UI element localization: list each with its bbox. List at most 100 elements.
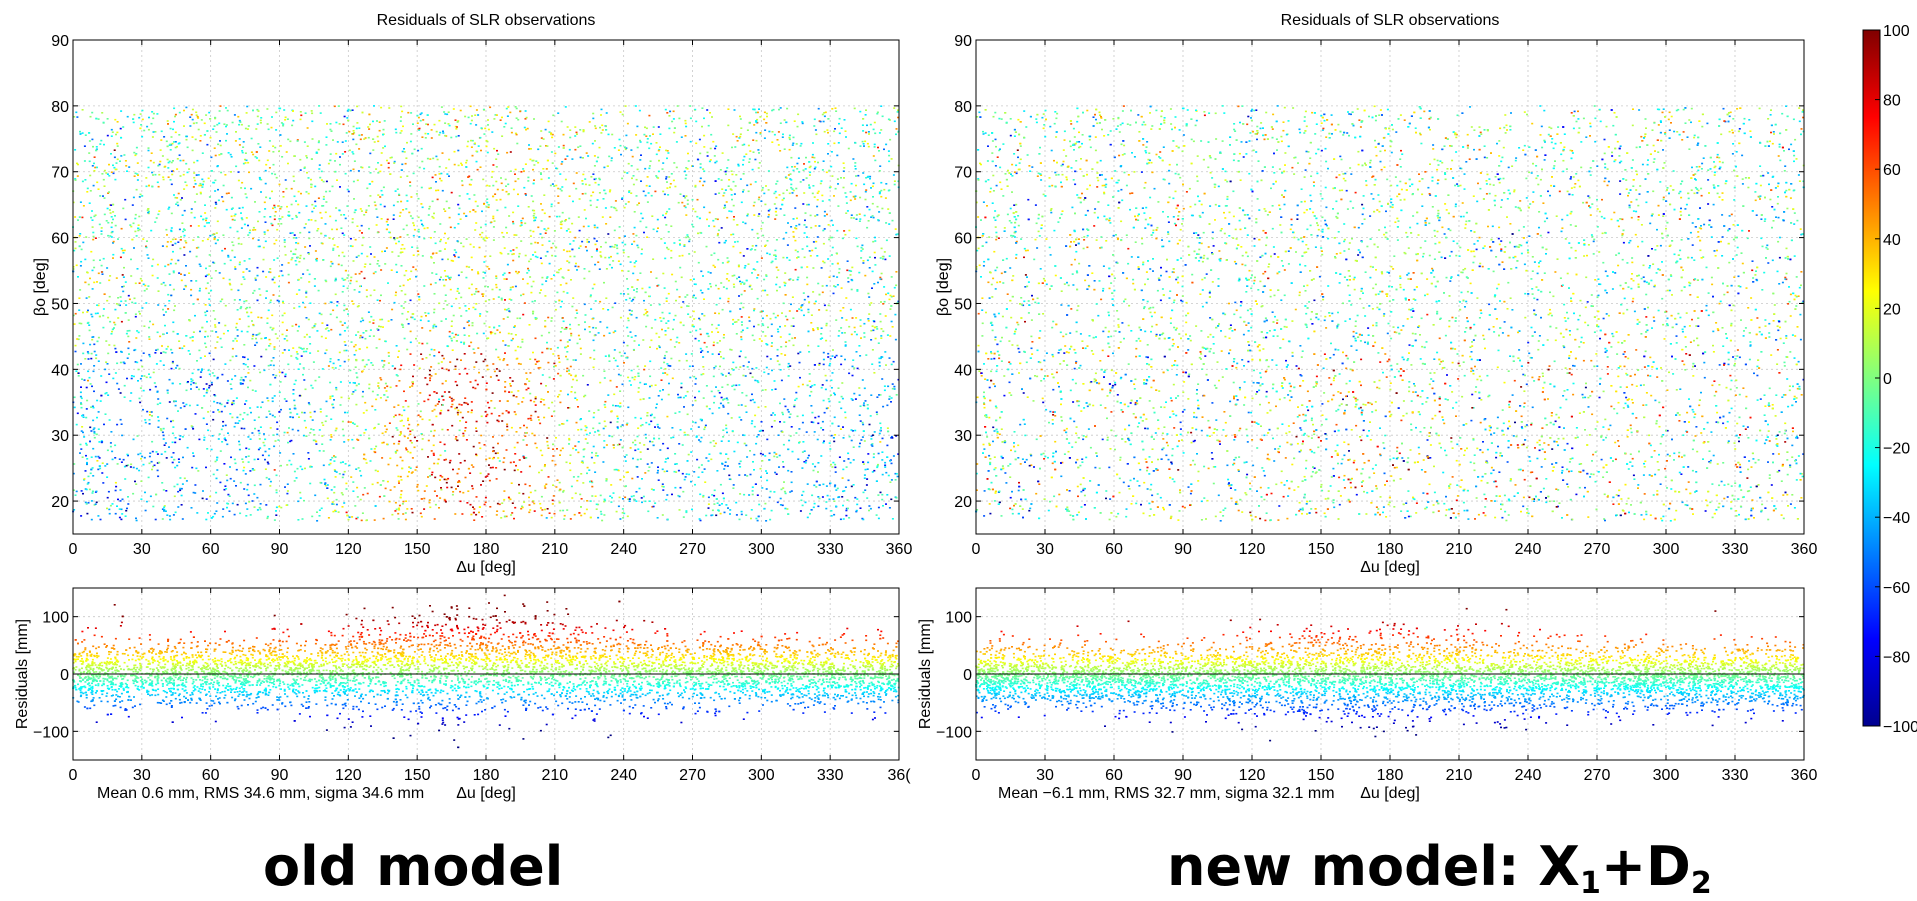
data-point xyxy=(855,168,857,170)
data-point xyxy=(736,333,738,335)
data-point xyxy=(586,427,588,429)
data-point xyxy=(94,167,96,169)
data-point xyxy=(446,304,448,306)
data-point xyxy=(393,205,395,207)
data-point xyxy=(92,165,94,167)
data-point xyxy=(185,107,187,109)
data-point xyxy=(123,154,125,156)
data-point xyxy=(383,187,385,189)
data-point xyxy=(593,462,595,464)
data-point xyxy=(443,358,445,360)
data-point xyxy=(260,338,262,340)
data-point xyxy=(714,312,716,314)
data-point xyxy=(172,442,174,444)
data-point xyxy=(753,326,755,328)
data-point xyxy=(700,271,702,273)
data-point xyxy=(157,214,159,216)
data-point xyxy=(491,413,493,415)
data-point xyxy=(841,127,843,129)
data-point xyxy=(868,146,870,148)
data-point xyxy=(651,441,653,443)
data-point xyxy=(383,129,385,131)
data-point xyxy=(718,192,720,194)
data-point xyxy=(273,446,275,448)
data-point xyxy=(240,212,242,214)
data-point xyxy=(800,307,802,309)
data-point xyxy=(690,451,692,453)
data-point xyxy=(362,396,364,398)
data-point xyxy=(433,454,435,456)
data-point xyxy=(82,343,84,345)
data-point xyxy=(295,200,297,202)
data-point xyxy=(109,296,111,298)
data-point xyxy=(252,238,254,240)
data-point xyxy=(177,506,179,508)
data-point xyxy=(689,316,691,318)
data-point xyxy=(162,245,164,247)
data-point xyxy=(852,359,854,361)
data-point xyxy=(460,342,462,344)
data-point xyxy=(484,128,486,130)
data-point xyxy=(231,417,233,419)
data-point xyxy=(468,325,470,327)
data-point xyxy=(222,425,224,427)
data-point xyxy=(429,206,431,208)
data-point xyxy=(723,337,725,339)
data-point xyxy=(533,281,535,283)
data-point xyxy=(401,111,403,113)
data-point xyxy=(235,355,237,357)
data-point xyxy=(720,403,722,405)
data-point xyxy=(761,487,763,489)
data-point xyxy=(842,505,844,507)
data-point xyxy=(189,125,191,127)
data-point xyxy=(797,251,799,253)
data-point xyxy=(685,510,687,512)
data-point xyxy=(93,163,95,165)
data-point xyxy=(109,419,111,421)
data-point xyxy=(284,241,286,243)
data-point xyxy=(298,326,300,328)
data-point xyxy=(699,494,701,496)
data-point xyxy=(115,134,117,136)
data-point xyxy=(311,113,313,115)
data-point xyxy=(354,160,356,162)
data-point xyxy=(792,231,794,233)
data-point xyxy=(353,126,355,128)
data-point xyxy=(591,457,593,459)
data-point xyxy=(621,197,623,199)
data-point xyxy=(705,515,707,517)
data-point xyxy=(751,509,753,511)
data-point xyxy=(566,351,568,353)
data-point xyxy=(815,129,817,131)
data-point xyxy=(784,272,786,274)
data-point xyxy=(258,239,260,241)
data-point xyxy=(402,513,404,515)
data-point xyxy=(827,353,829,355)
data-point xyxy=(790,184,792,186)
data-point xyxy=(376,120,378,122)
data-point xyxy=(737,319,739,321)
data-point xyxy=(695,297,697,299)
data-point xyxy=(365,429,367,431)
data-point xyxy=(361,225,363,227)
data-point xyxy=(425,123,427,125)
data-point xyxy=(232,503,234,505)
data-point xyxy=(439,497,441,499)
data-point xyxy=(475,222,477,224)
data-point xyxy=(493,298,495,300)
data-point xyxy=(410,196,412,198)
data-point xyxy=(580,157,582,159)
data-point xyxy=(848,230,850,232)
data-point xyxy=(219,433,221,435)
data-point xyxy=(817,506,819,508)
data-point xyxy=(292,120,294,122)
data-point xyxy=(208,112,210,114)
data-point xyxy=(156,217,158,219)
data-point xyxy=(193,162,195,164)
data-point xyxy=(774,203,776,205)
data-point xyxy=(798,308,800,310)
data-point xyxy=(791,426,793,428)
data-point xyxy=(375,271,377,273)
data-point xyxy=(401,313,403,315)
data-point xyxy=(834,464,836,466)
